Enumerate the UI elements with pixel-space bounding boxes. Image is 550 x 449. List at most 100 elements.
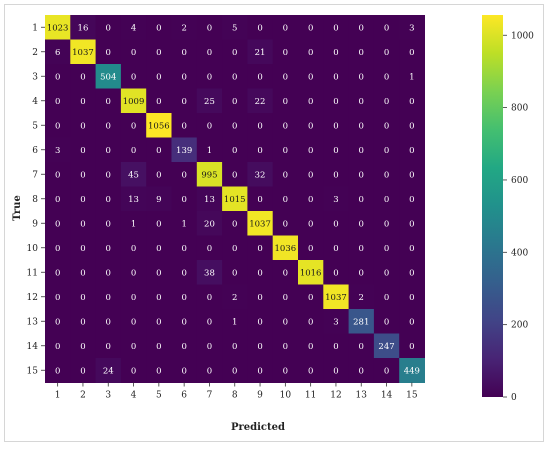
heatmap-cell (120, 15, 147, 40)
heatmap-cell (171, 309, 198, 334)
y-tick-label: 11 (27, 268, 38, 278)
heatmap-cell (95, 113, 122, 138)
heatmap-cell (399, 113, 425, 138)
heatmap-cell (373, 162, 400, 187)
heatmap-cell (222, 113, 248, 138)
heatmap-cell (171, 64, 198, 89)
cell-value-label: 0 (308, 195, 313, 205)
cell-value-label: 1023 (47, 23, 69, 33)
heatmap-cell (222, 15, 248, 40)
heatmap-cell (298, 39, 324, 65)
cell-value-label: 0 (106, 121, 111, 131)
heatmap-cell (399, 15, 425, 40)
cell-value-label: 0 (409, 293, 414, 303)
cell-value-label: 0 (106, 170, 111, 180)
cell-value-label: 0 (232, 97, 237, 107)
cell-value-label: 0 (207, 48, 212, 58)
heatmap-cell (373, 15, 400, 40)
cell-value-label: 13 (128, 195, 139, 205)
heatmap-cell (45, 113, 71, 138)
cell-value-label: 0 (384, 195, 389, 205)
heatmap-cell (348, 333, 375, 359)
y-tick-label: 1 (32, 23, 38, 33)
heatmap-cell (247, 309, 274, 334)
heatmap-cell (120, 88, 147, 114)
cell-value-label: 1016 (300, 268, 322, 278)
colorbar-tick-label: 800 (511, 104, 528, 114)
heatmap-cell (120, 39, 147, 65)
cell-value-label: 0 (106, 268, 111, 278)
heatmap-cell (45, 137, 71, 163)
cell-value-label: 1 (131, 219, 136, 229)
heatmap-cell (146, 88, 172, 114)
heatmap-cell (348, 113, 375, 138)
cell-value-label: 24 (103, 366, 114, 376)
cell-value-label: 2 (181, 23, 186, 33)
heatmap-cell (146, 309, 172, 334)
heatmap-cell (323, 309, 350, 334)
cell-value-label: 0 (80, 72, 85, 82)
heatmap-cell (222, 309, 248, 334)
cell-value-label: 0 (232, 342, 237, 352)
cell-value-label: 0 (283, 219, 288, 229)
cell-value-label: 0 (232, 268, 237, 278)
cell-value-label: 0 (156, 72, 161, 82)
heatmap-cell (298, 284, 324, 310)
heatmap-cell (70, 333, 97, 359)
heatmap-cell (348, 260, 375, 285)
cell-value-label: 0 (80, 268, 85, 278)
heatmap-cell (171, 113, 198, 138)
cell-value-label: 0 (232, 366, 237, 376)
heatmap-cell (298, 260, 324, 285)
cell-value-label: 0 (181, 244, 186, 254)
heatmap-cell (196, 309, 223, 334)
x-tick-label: 9 (257, 391, 263, 401)
heatmap-cell (45, 39, 71, 65)
cell-value-label: 0 (257, 293, 262, 303)
cell-value-label: 0 (55, 342, 60, 352)
heatmap-cell (348, 284, 375, 310)
cell-value-label: 0 (80, 146, 85, 156)
cell-value-label: 0 (384, 244, 389, 254)
heatmap-cell (399, 88, 425, 114)
cell-value-label: 0 (80, 97, 85, 107)
cell-value-label: 38 (204, 268, 215, 278)
heatmap-cell (120, 64, 147, 89)
cell-value-label: 0 (257, 317, 262, 327)
cell-value-label: 0 (409, 342, 414, 352)
cell-value-label: 0 (106, 219, 111, 229)
cell-value-label: 1 (409, 72, 414, 82)
heatmap-cell (323, 88, 350, 114)
heatmap-cell (323, 162, 350, 187)
cell-value-label: 21 (255, 48, 266, 58)
cell-value-label: 0 (55, 244, 60, 254)
heatmap-cell (323, 284, 350, 310)
cell-value-label: 0 (156, 342, 161, 352)
cell-value-label: 0 (131, 121, 136, 131)
heatmap-cell (171, 211, 198, 236)
heatmap-cell (222, 235, 248, 261)
cell-value-label: 0 (55, 195, 60, 205)
cell-value-label: 281 (353, 317, 369, 327)
cell-value-label: 4 (131, 23, 136, 33)
cell-value-label: 0 (409, 170, 414, 180)
cell-value-label: 0 (232, 146, 237, 156)
heatmap-cell (323, 39, 350, 65)
x-tick-label: 15 (406, 391, 418, 401)
x-axis-ticks: 1 2 3 4 5 6 7 8 9 10 11 12 13 14 15 (55, 382, 418, 401)
x-tick-label: 11 (305, 391, 316, 401)
cell-value-label: 22 (255, 97, 266, 107)
heatmap-cell (45, 284, 71, 310)
cell-value-label: 0 (207, 293, 212, 303)
heatmap-cell (45, 186, 71, 212)
heatmap-cell (373, 113, 400, 138)
cell-value-label: 0 (384, 268, 389, 278)
cell-value-label: 0 (207, 244, 212, 254)
cell-value-label: 0 (181, 48, 186, 58)
cell-value-label: 0 (308, 366, 313, 376)
heatmap-cell (45, 64, 71, 89)
heatmap-cell (196, 88, 223, 114)
heatmap-cell (222, 64, 248, 89)
cell-value-label: 0 (55, 121, 60, 131)
heatmap-cell (120, 186, 147, 212)
